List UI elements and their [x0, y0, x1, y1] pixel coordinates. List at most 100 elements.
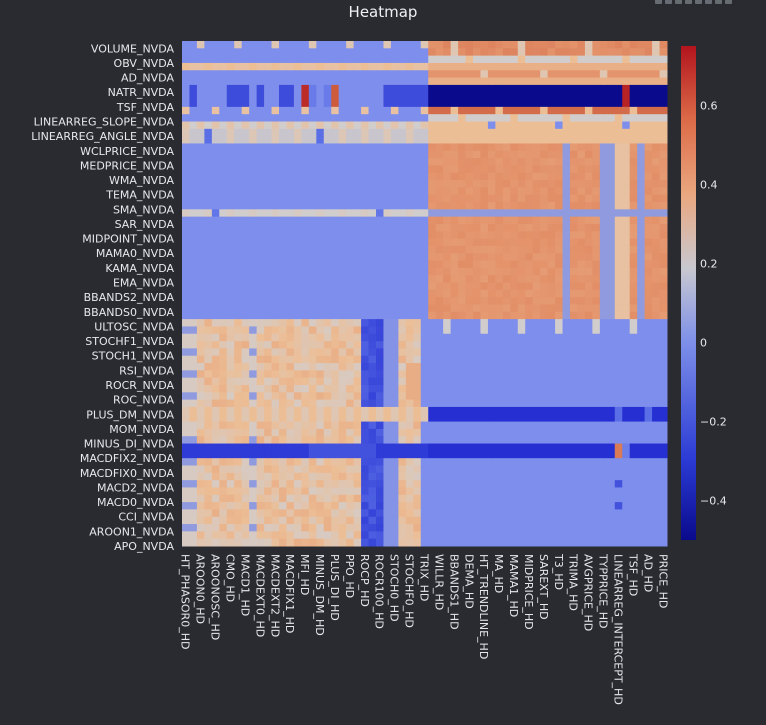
heatmap-cell[interactable] — [368, 392, 377, 401]
heatmap-cell[interactable] — [532, 428, 541, 437]
heatmap-cell[interactable] — [555, 216, 564, 225]
heatmap-cell[interactable] — [420, 297, 429, 305]
heatmap-cell[interactable] — [570, 172, 578, 181]
heatmap-cell[interactable] — [346, 392, 355, 401]
heatmap-cell[interactable] — [607, 238, 616, 247]
heatmap-cell[interactable] — [420, 136, 429, 144]
heatmap-cell[interactable] — [629, 487, 638, 496]
heatmap-cell[interactable] — [487, 304, 496, 313]
heatmap-cell[interactable] — [271, 70, 280, 79]
heatmap-cell[interactable] — [622, 84, 631, 93]
heatmap-cell[interactable] — [405, 443, 414, 452]
heatmap-cell[interactable] — [264, 92, 273, 101]
heatmap-cell[interactable] — [316, 41, 325, 49]
heatmap-cell[interactable] — [502, 114, 511, 123]
heatmap-cell[interactable] — [450, 165, 459, 174]
heatmap-cell[interactable] — [413, 516, 422, 525]
heatmap-cell[interactable] — [458, 472, 467, 481]
heatmap-cell[interactable] — [450, 136, 459, 144]
heatmap-cell[interactable] — [398, 245, 407, 254]
heatmap-cell[interactable] — [182, 84, 190, 93]
heatmap-cell[interactable] — [652, 282, 661, 291]
heatmap-cell[interactable] — [211, 187, 220, 196]
heatmap-cell[interactable] — [331, 84, 340, 93]
heatmap-cell[interactable] — [196, 121, 205, 130]
heatmap-cell[interactable] — [525, 114, 534, 123]
heatmap-cell[interactable] — [249, 99, 258, 108]
heatmap-cell[interactable] — [637, 502, 646, 510]
heatmap-cell[interactable] — [599, 355, 608, 364]
heatmap-cell[interactable] — [264, 41, 273, 49]
heatmap-cell[interactable] — [338, 333, 347, 342]
heatmap-cell[interactable] — [182, 355, 190, 364]
heatmap-cell[interactable] — [622, 297, 631, 305]
heatmap-cell[interactable] — [316, 180, 325, 188]
heatmap-cell[interactable] — [361, 187, 370, 196]
heatmap-cell[interactable] — [458, 106, 467, 115]
heatmap-cell[interactable] — [450, 363, 459, 371]
heatmap-cell[interactable] — [570, 480, 578, 488]
heatmap-cell[interactable] — [637, 311, 646, 320]
heatmap-cell[interactable] — [570, 136, 578, 144]
heatmap-cell[interactable] — [592, 377, 601, 386]
heatmap-cell[interactable] — [592, 414, 601, 423]
heatmap-cell[interactable] — [219, 209, 228, 218]
heatmap-cell[interactable] — [271, 531, 280, 540]
heatmap-cell[interactable] — [555, 436, 564, 445]
heatmap-cell[interactable] — [338, 348, 347, 357]
heatmap-cell[interactable] — [182, 41, 190, 49]
heatmap-cell[interactable] — [182, 77, 190, 86]
heatmap-cell[interactable] — [659, 458, 668, 466]
heatmap-cell[interactable] — [293, 282, 302, 291]
heatmap-cell[interactable] — [234, 414, 243, 423]
heatmap-cell[interactable] — [301, 231, 310, 240]
heatmap-cell[interactable] — [264, 326, 273, 335]
heatmap-cell[interactable] — [637, 319, 646, 327]
heatmap-cell[interactable] — [599, 180, 608, 188]
heatmap-cell[interactable] — [644, 502, 653, 510]
heatmap-cell[interactable] — [443, 414, 452, 423]
heatmap-cell[interactable] — [637, 114, 646, 123]
heatmap-cell[interactable] — [532, 267, 541, 276]
heatmap-cell[interactable] — [592, 187, 601, 196]
heatmap-cell[interactable] — [622, 209, 631, 218]
heatmap-cell[interactable] — [570, 55, 578, 64]
heatmap-cell[interactable] — [234, 260, 243, 269]
heatmap-cell[interactable] — [204, 41, 213, 49]
heatmap-cell[interactable] — [286, 370, 295, 379]
heatmap-cell[interactable] — [420, 443, 429, 452]
heatmap-cell[interactable] — [390, 202, 399, 210]
heatmap-cell[interactable] — [331, 99, 340, 108]
heatmap-cell[interactable] — [547, 136, 556, 144]
heatmap-cell[interactable] — [398, 282, 407, 291]
heatmap-cell[interactable] — [599, 363, 608, 371]
heatmap-cell[interactable] — [196, 114, 205, 123]
heatmap-cell[interactable] — [219, 494, 228, 503]
heatmap-cell[interactable] — [435, 458, 444, 466]
heatmap-cell[interactable] — [652, 202, 661, 210]
heatmap-cell[interactable] — [614, 216, 623, 225]
heatmap-cell[interactable] — [405, 480, 414, 488]
heatmap-cell[interactable] — [443, 41, 452, 49]
heatmap-cell[interactable] — [480, 465, 489, 474]
heatmap-cell[interactable] — [659, 450, 668, 459]
heatmap-cell[interactable] — [316, 341, 325, 349]
heatmap-cell[interactable] — [353, 421, 362, 430]
heatmap-cell[interactable] — [547, 487, 556, 496]
heatmap-cell[interactable] — [443, 370, 452, 379]
heatmap-cell[interactable] — [443, 114, 452, 123]
heatmap-cell[interactable] — [644, 524, 653, 532]
heatmap-cell[interactable] — [249, 480, 258, 488]
heatmap-cell[interactable] — [383, 223, 392, 232]
heatmap-cell[interactable] — [540, 480, 549, 488]
heatmap-cell[interactable] — [480, 297, 489, 305]
heatmap-cell[interactable] — [368, 70, 377, 79]
heatmap-cell[interactable] — [473, 363, 481, 371]
heatmap-cell[interactable] — [532, 377, 541, 386]
heatmap-cell[interactable] — [637, 341, 646, 349]
heatmap-cell[interactable] — [458, 406, 467, 415]
heatmap-cell[interactable] — [592, 392, 601, 401]
heatmap-cell[interactable] — [316, 209, 325, 218]
heatmap-cell[interactable] — [271, 326, 280, 335]
heatmap-cell[interactable] — [249, 333, 258, 342]
